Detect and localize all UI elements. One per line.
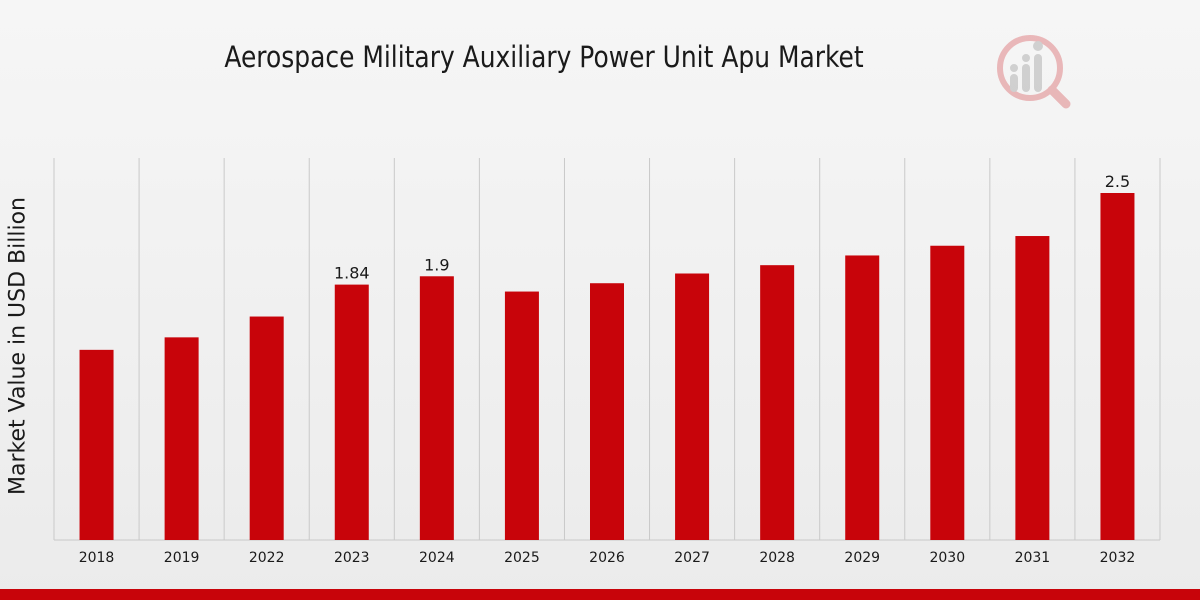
data-label-2023: 1.84 [334,264,370,283]
x-tick-label-2030: 2030 [929,550,965,566]
bar-2029 [845,255,880,540]
chart-title: Aerospace Military Auxiliary Power Unit … [224,40,864,74]
x-tick-label-2027: 2027 [674,550,710,566]
analytics-magnifier-icon [997,35,1071,109]
bar-2030 [930,245,965,540]
bar-2024 [419,276,454,540]
bar-2019 [164,337,199,540]
x-tick-label-2028: 2028 [759,550,795,566]
x-tick-label-2018: 2018 [79,550,115,566]
x-tick-label-2029: 2029 [844,550,880,566]
bar-2027 [675,273,710,540]
bar-2026 [590,283,624,540]
x-tick-label-2024: 2024 [419,550,455,566]
x-tick-label-2031: 2031 [1015,550,1051,566]
x-tick-label-2023: 2023 [334,550,370,566]
data-label-2024: 1.9 [424,255,449,274]
bar-2018 [79,349,114,540]
x-tick-label-2032: 2032 [1100,550,1136,566]
data-label-2032: 2.5 [1105,172,1130,191]
x-tick-label-2025: 2025 [504,550,540,566]
bar-2022 [249,316,284,540]
bar-2023 [334,284,369,540]
x-tick-label-2026: 2026 [589,550,625,566]
bar-2031 [1015,236,1050,540]
bar-2025 [504,291,539,540]
bar-2032 [1100,193,1135,540]
x-tick-label-2019: 2019 [164,550,200,566]
bar-2028 [760,265,795,540]
bottom-accent-bar [0,589,1200,600]
x-tick-label-2022: 2022 [249,550,285,566]
